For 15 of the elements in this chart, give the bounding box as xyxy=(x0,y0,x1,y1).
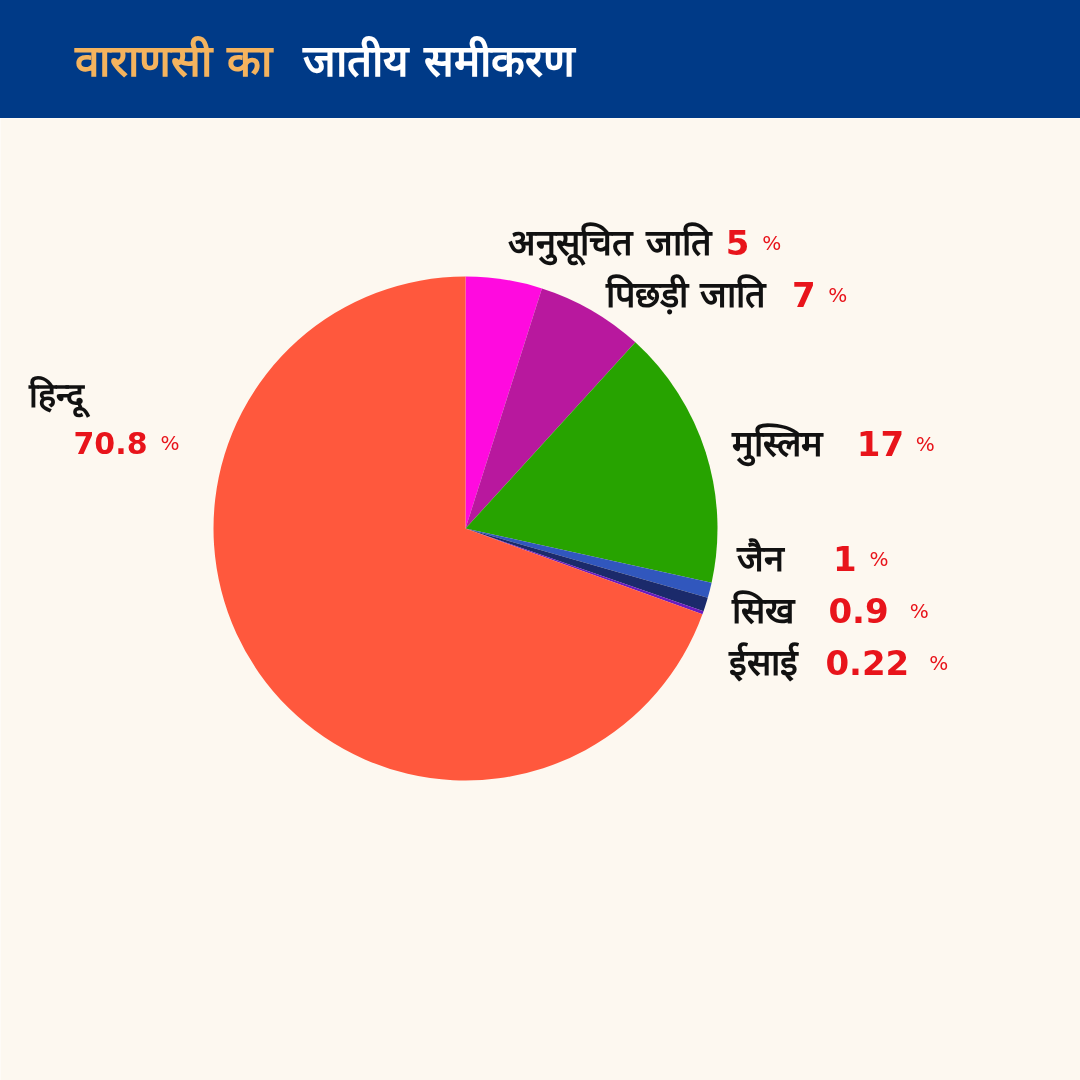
data-label: 7 % xyxy=(791,275,848,316)
slice-label: ईसाई xyxy=(728,642,801,684)
slice-label: हिन्दू xyxy=(27,374,91,418)
slice-label: जैन xyxy=(735,538,786,580)
data-label: 1 % xyxy=(832,539,889,580)
data-label: 70.8 % xyxy=(73,425,180,461)
slice-label: पिछड़ी जाति xyxy=(604,274,768,316)
slice-label: अनुसूचित जाति xyxy=(508,222,714,267)
slice-label: सिख xyxy=(731,590,797,632)
chart-title: वाराणसी का जातीय समीकरण xyxy=(75,35,576,86)
data-label: 17 % xyxy=(856,424,935,465)
data-label: 5 % xyxy=(725,223,782,264)
slice-label: मुस्लिम xyxy=(731,423,825,468)
data-label: 0.22 % xyxy=(825,643,949,684)
data-label: 0.9 % xyxy=(828,591,929,632)
